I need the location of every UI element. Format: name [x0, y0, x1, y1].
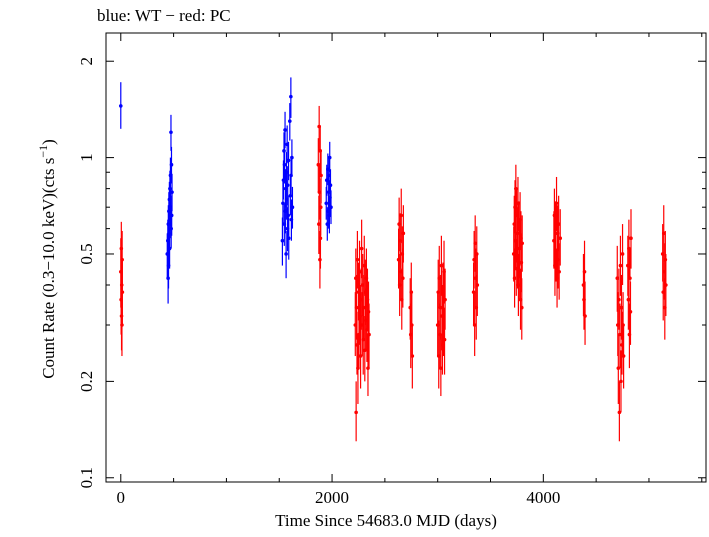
data-point	[355, 257, 360, 262]
x-axis-label: Time Since 54683.0 MJD (days)	[275, 511, 497, 530]
data-point	[473, 241, 477, 246]
data-point	[621, 354, 626, 358]
data-point	[329, 205, 333, 209]
data-point	[626, 297, 631, 302]
y-axis-ticks: 0.1 0.2 0.5 1 2	[77, 57, 706, 488]
data-point	[628, 309, 633, 314]
data-point	[318, 205, 323, 209]
data-point	[439, 366, 443, 370]
data-point	[519, 305, 524, 310]
data-point	[318, 236, 323, 241]
data-point	[357, 269, 362, 274]
data-point	[286, 236, 291, 241]
data-point	[629, 236, 633, 241]
data-point	[583, 314, 587, 318]
data-point	[520, 241, 524, 246]
y-tick-label: 0.5	[77, 243, 96, 264]
data-point	[438, 305, 443, 310]
data-point	[401, 276, 405, 281]
data-point	[554, 201, 559, 206]
y-tick-label: 0.1	[77, 467, 96, 488]
data-point	[558, 236, 563, 241]
data-point	[167, 246, 172, 251]
y-tick-label: 1	[77, 153, 96, 162]
data-point	[285, 183, 290, 187]
data-point	[617, 410, 622, 415]
data-point	[367, 332, 371, 337]
data-point	[286, 213, 291, 218]
data-point	[317, 222, 321, 226]
data-series	[118, 77, 668, 442]
y-axis-label-end: )	[39, 139, 58, 145]
series-blue	[118, 77, 333, 304]
y-tick-label: 0.2	[77, 371, 96, 392]
data-point	[472, 323, 477, 327]
data-point	[556, 222, 561, 226]
data-point	[618, 263, 623, 268]
data-point	[169, 162, 174, 167]
data-point	[328, 183, 333, 187]
data-point	[290, 155, 294, 160]
data-point	[619, 305, 624, 310]
plot-frame	[105, 32, 707, 483]
data-point	[557, 269, 561, 274]
data-point	[619, 379, 623, 384]
data-point	[401, 231, 406, 236]
y-axis-label-superscript: −1	[36, 145, 50, 158]
data-point	[616, 366, 621, 370]
data-point	[354, 410, 358, 415]
data-point	[615, 276, 620, 281]
data-point	[512, 276, 517, 281]
y-axis-label: Count Rate (0.3−10.0 keV)(cts s−1)	[36, 139, 58, 379]
data-point	[410, 354, 415, 358]
data-point	[286, 158, 291, 163]
minor-ticks	[106, 33, 706, 482]
data-point	[399, 213, 404, 218]
data-point	[664, 283, 668, 287]
chart-title: blue: WT − red: PC	[97, 6, 231, 25]
data-point	[327, 155, 332, 160]
data-point	[169, 130, 173, 135]
data-point	[169, 213, 174, 218]
data-point	[170, 190, 174, 194]
data-point	[282, 162, 287, 167]
data-point	[475, 283, 480, 287]
data-point	[618, 332, 622, 337]
data-point	[120, 290, 125, 294]
x-tick-label: 2000	[315, 488, 349, 507]
data-point	[288, 119, 292, 123]
x-axis-ticks: 0 2000 4000	[117, 33, 560, 507]
data-point	[617, 297, 621, 302]
data-point	[620, 252, 625, 256]
data-point	[284, 252, 288, 256]
data-point	[319, 173, 323, 178]
series-red	[118, 105, 668, 442]
data-point	[324, 201, 329, 206]
data-point	[361, 305, 366, 310]
data-point	[354, 305, 359, 310]
data-point	[283, 128, 287, 132]
data-point	[661, 231, 666, 236]
x-tick-label: 0	[117, 488, 126, 507]
data-point	[439, 263, 444, 268]
data-point	[358, 354, 363, 358]
data-point	[280, 238, 285, 243]
data-point	[442, 337, 447, 342]
data-point	[628, 276, 632, 281]
data-point	[359, 246, 364, 251]
data-point	[443, 297, 447, 302]
y-tick-label: 2	[77, 57, 96, 66]
data-point	[582, 269, 587, 274]
data-point	[118, 104, 123, 108]
data-point	[290, 205, 295, 209]
y-axis-label-main: Count Rate (0.3−10.0 keV)(cts s	[39, 158, 58, 379]
data-point	[289, 94, 293, 99]
x-tick-label: 4000	[526, 488, 560, 507]
